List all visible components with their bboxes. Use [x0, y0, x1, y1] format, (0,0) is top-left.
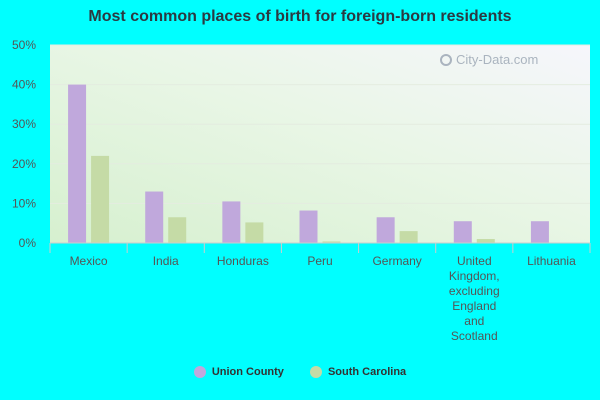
chart-title: Most common places of birth for foreign-…: [88, 8, 512, 25]
legend: Union County South Carolina: [0, 366, 600, 378]
x-tick-label: Lithuania: [527, 254, 576, 268]
y-tick-label: 50%: [12, 38, 36, 52]
bar-south-carolina: [399, 231, 418, 243]
legend-swatch-south-carolina: [309, 366, 322, 378]
bar-union-county: [145, 191, 164, 243]
x-tick-label: Honduras: [217, 254, 269, 268]
y-tick-label: 10%: [12, 196, 36, 210]
bar-union-county: [453, 221, 472, 243]
bar-union-county: [530, 221, 549, 243]
x-tick-label: United Kingdom, excluding England and Scotlan…: [449, 254, 500, 343]
bar-union-county: [299, 210, 318, 243]
legend-item-south-carolina: South Carolina: [309, 366, 407, 378]
legend-swatch-union-county: [193, 366, 206, 378]
search-icon: [440, 53, 452, 66]
x-tick-label: India: [153, 254, 179, 268]
bar-south-carolina: [322, 241, 341, 243]
watermark-text: City-Data.com: [456, 52, 539, 67]
watermark: City-Data.com: [440, 52, 538, 67]
y-tick-label: 20%: [12, 157, 36, 171]
bar-south-carolina: [245, 222, 264, 243]
bar-south-carolina: [476, 239, 495, 243]
y-tick-label: 30%: [12, 117, 36, 131]
bar-south-carolina: [91, 155, 110, 243]
plot-area: [50, 45, 590, 243]
bar-south-carolina: [168, 217, 187, 243]
legend-label-union-county: Union County: [211, 366, 284, 378]
y-tick-label: 40%: [12, 78, 36, 92]
legend-label-south-carolina: South Carolina: [327, 366, 407, 378]
x-tick-label: Germany: [372, 254, 421, 268]
legend-item-union-county: Union County: [193, 366, 284, 378]
bar-union-county: [376, 217, 395, 243]
x-tick-label: Mexico: [70, 254, 108, 268]
y-tick-label: 0%: [19, 236, 37, 250]
x-tick-label: Peru: [307, 254, 332, 268]
bar-union-county: [68, 84, 87, 243]
bar-union-county: [222, 201, 241, 243]
